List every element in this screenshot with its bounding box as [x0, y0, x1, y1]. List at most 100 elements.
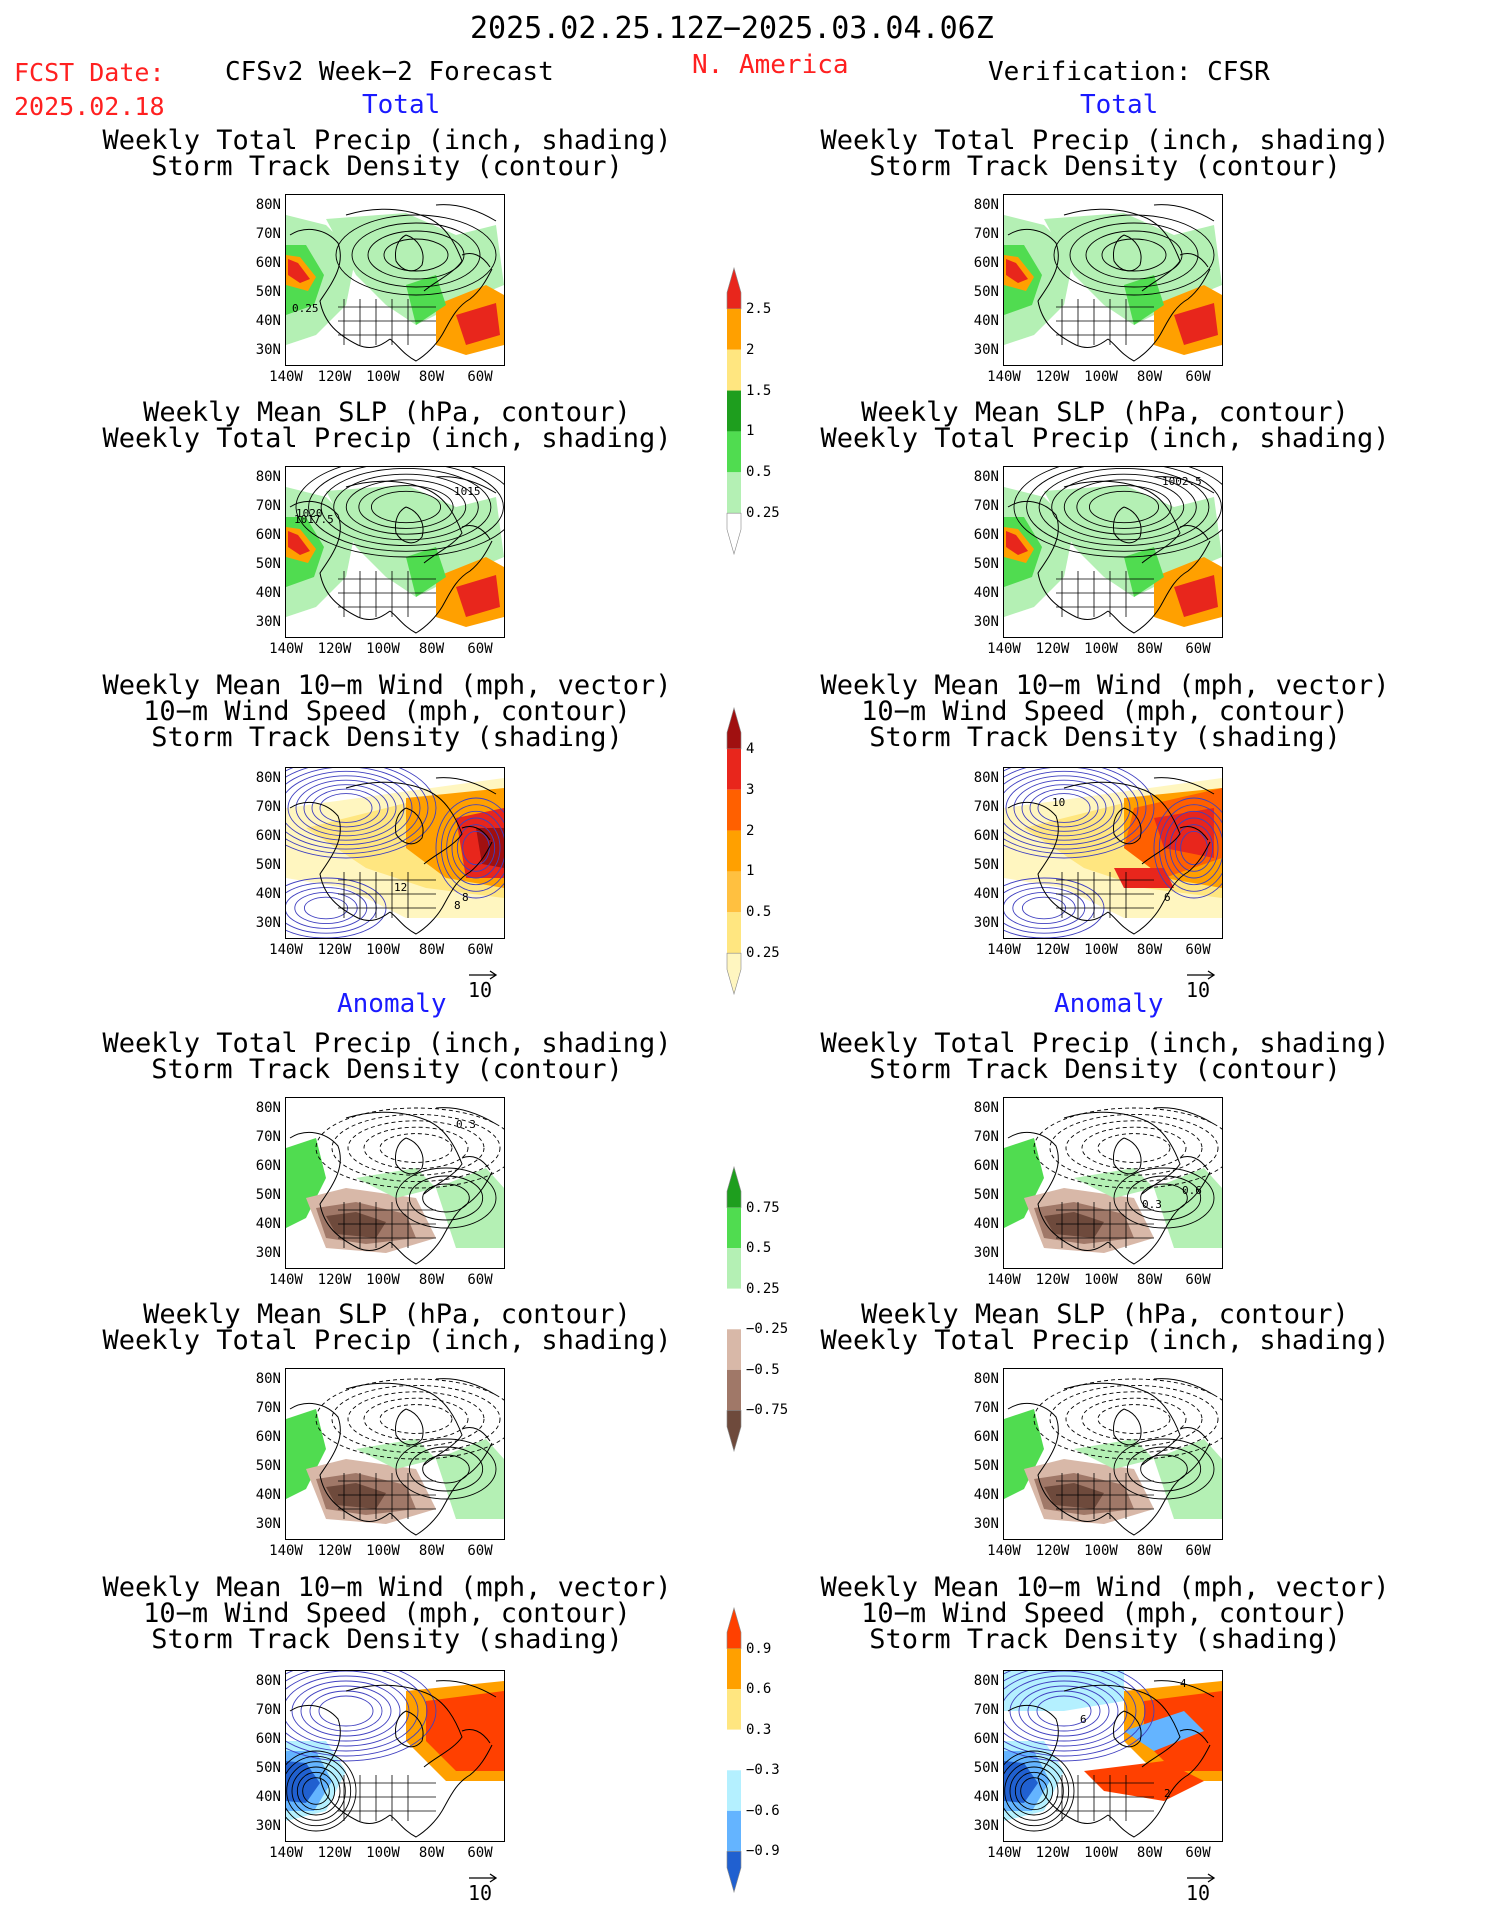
latitude-tick-label: 60N — [973, 255, 999, 271]
panel-title-verif-anom-wind: Weekly Mean 10−m Wind (mph, vector) 10−m … — [820, 1572, 1390, 1655]
section-total-right: Total — [1080, 90, 1159, 120]
longitude-tick-label: 120W — [1035, 369, 1070, 385]
wind-speed-contour — [296, 1771, 336, 1811]
longitude-tick-label: 120W — [317, 369, 352, 385]
coastline-outline — [289, 1680, 497, 1838]
anomaly-contour-dashed — [1033, 1378, 1222, 1460]
wind-speed-contour — [319, 793, 373, 823]
wind-speed-contour — [286, 1671, 419, 1752]
storm-track-contour — [367, 230, 465, 280]
precip-shading — [288, 259, 310, 283]
wind-speed-contour — [1004, 768, 1139, 850]
longitude-tick-label: 80W — [1136, 1543, 1163, 1559]
latitude-tick-label: 30N — [973, 342, 999, 358]
precip-anomaly-shading — [1044, 1483, 1104, 1509]
latitude-tick-label: 60N — [255, 828, 281, 844]
panel-title-verif-anom-precip: Weekly Total Precip (inch, shading) Storm… — [820, 1028, 1390, 1085]
contour-value-label: 0.6 — [1182, 1184, 1202, 1197]
anomaly-contour-dashed — [347, 1120, 485, 1176]
wind-speed-contour — [286, 1755, 352, 1827]
colorbar-precip_anom — [726, 1165, 742, 1453]
latitude-tick-label: 80N — [255, 469, 281, 485]
latitude-tick-label: 40N — [973, 313, 999, 329]
anomaly-contour — [1113, 1167, 1215, 1229]
anomaly-contour-dashed — [363, 1397, 469, 1441]
colorbar-tick-label: 0.5 — [746, 1240, 772, 1257]
map-graphic: 4 6 2 — [1004, 1671, 1222, 1841]
anomaly-contour-dashed — [1033, 1107, 1222, 1189]
anomaly-contour-dashed — [363, 1126, 469, 1170]
colorbar-swatch — [726, 706, 742, 750]
storm-track-contour — [1069, 222, 1199, 288]
contour-value-label: 0.25 — [292, 302, 319, 315]
anomaly-contour-dashed — [331, 1113, 501, 1183]
wind-speed-contour — [1018, 1685, 1110, 1737]
slp-contour — [295, 467, 504, 558]
map-panel-verif-total-slp: 1002.5 — [1003, 466, 1223, 638]
latitude-tick-label: 80N — [973, 1100, 999, 1116]
latitude-tick-label: 30N — [973, 915, 999, 931]
arrow-right-icon — [469, 1873, 498, 1883]
anomaly-contour-dashed — [315, 1107, 504, 1189]
colorbar-swatch — [727, 1248, 741, 1289]
anomaly-contour-dashed — [1065, 1391, 1203, 1447]
wind-speed-contour — [1029, 788, 1099, 828]
latitude-tick-label: 70N — [255, 799, 281, 815]
latitude-tick-label: 70N — [255, 1702, 281, 1718]
panel-title-verif-total-wind: Weekly Mean 10−m Wind (mph, vector) 10−m … — [820, 670, 1390, 753]
wind-speed-contour — [295, 779, 397, 837]
latitude-tick-label: 40N — [255, 1789, 281, 1805]
contour-value-label: 4 — [1180, 1677, 1187, 1690]
anomaly-contour-dashed — [379, 1133, 453, 1163]
colorbar-swatch — [726, 1165, 742, 1208]
longitude-tick-label: 80W — [1136, 1845, 1163, 1861]
longitude-tick-label: 60W — [1185, 1543, 1211, 1559]
latitude-tick-label: 80N — [973, 1371, 999, 1387]
coastline-outline — [289, 1107, 497, 1265]
colorbar-swatch — [727, 431, 741, 473]
wind-speed-contour — [291, 1766, 341, 1816]
latitude-tick-label: 80N — [973, 1673, 999, 1689]
storm-track-contour — [1101, 238, 1167, 272]
longitude-tick-label: 80W — [418, 641, 445, 657]
latitude-tick-label: 50N — [973, 1760, 999, 1776]
wind-speed-contour — [291, 1680, 401, 1742]
latitude-tick-label: 80N — [255, 197, 281, 213]
longitude-tick-label: 140W — [269, 942, 303, 958]
wind-speed-contour — [1004, 1671, 1155, 1762]
map-panel-verif-total-precip — [1003, 194, 1223, 366]
wind-speed-contour — [1158, 804, 1222, 892]
longitude-tick-label: 80W — [418, 1543, 445, 1559]
longitude-tick-label: 120W — [1035, 1272, 1070, 1288]
latitude-tick-label: 50N — [255, 284, 281, 300]
longitude-tick-label: 120W — [1035, 1543, 1070, 1559]
wind-speed-contour — [1004, 1761, 1064, 1821]
coastline-outline — [289, 777, 497, 935]
precip-shading — [1124, 275, 1164, 325]
map-panel-fcst-anom-wind — [285, 1670, 505, 1842]
wind-speed-contour — [1021, 784, 1107, 832]
anomaly-contour-dashed — [315, 1378, 504, 1460]
latitude-tick-label: 60N — [973, 1429, 999, 1445]
contour-value-label: 0.3 — [1142, 1198, 1162, 1211]
state-borders — [1056, 299, 1154, 345]
longitude-tick-label: 60W — [1185, 1272, 1211, 1288]
latitude-tick-label: 80N — [973, 197, 999, 213]
section-anomaly-left: Anomaly — [337, 989, 447, 1019]
longitude-tick-label: 80W — [1136, 942, 1163, 958]
section-total-left: Total — [362, 90, 441, 120]
map-panel-verif-anom-wind: 4 6 2 — [1003, 1670, 1223, 1842]
wind-speed-contour — [1014, 1771, 1054, 1811]
latitude-tick-label: 60N — [255, 1429, 281, 1445]
longitude-tick-label: 120W — [317, 1845, 352, 1861]
wind-speed-contour — [1009, 1766, 1059, 1816]
longitude-tick-label: 80W — [1136, 369, 1163, 385]
section-anomaly-right: Anomaly — [1054, 989, 1164, 1019]
map-panel-fcst-total-slp: 1015 1020 1017.5 — [285, 466, 505, 638]
state-borders — [338, 299, 436, 345]
anomaly-contour-dashed — [1081, 1397, 1187, 1441]
verification-column-title: Verification: CFSR — [988, 57, 1270, 87]
slp-contour — [345, 479, 467, 535]
longitude-tick-label: 100W — [1084, 942, 1118, 958]
